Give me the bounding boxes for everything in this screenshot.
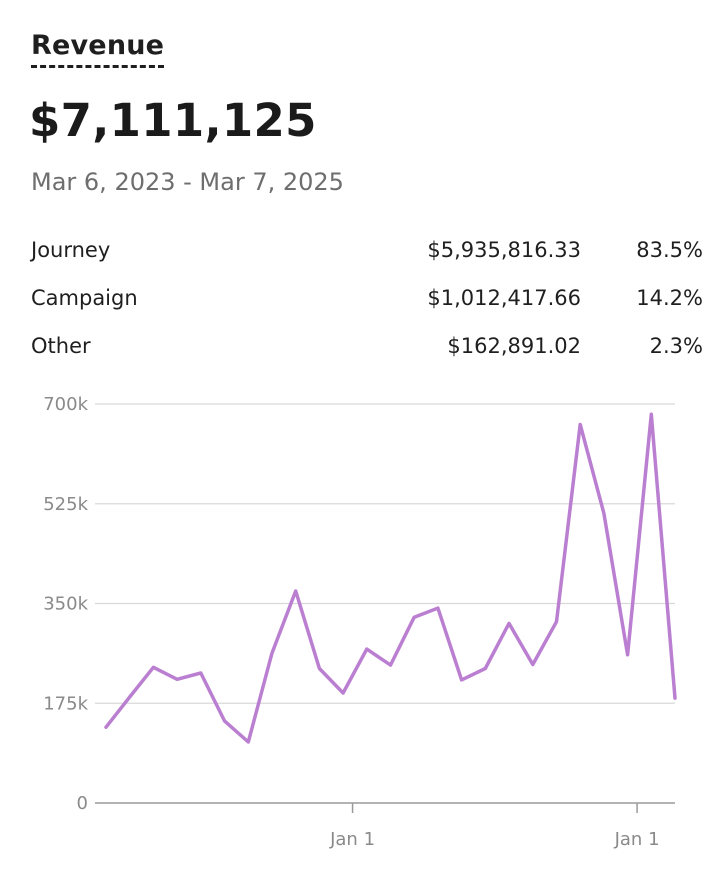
y-tick-label: 175k — [43, 693, 88, 714]
breakdown-name: Campaign — [31, 286, 138, 310]
breakdown-percent: 83.5% — [636, 238, 703, 262]
y-tick-label: 0 — [77, 793, 88, 814]
y-tick-label: 525k — [43, 494, 88, 515]
breakdown-amount: $5,935,816.33 — [427, 238, 581, 262]
breakdown-row-journey: Journey $5,935,816.33 83.5% — [31, 226, 703, 274]
breakdown-row-other: Other $162,891.02 2.3% — [31, 322, 703, 370]
x-tick-label: Jan 1 — [329, 829, 375, 850]
breakdown-name: Other — [31, 334, 91, 358]
breakdown-row-campaign: Campaign $1,012,417.66 14.2% — [31, 274, 703, 322]
revenue-breakdown: Journey $5,935,816.33 83.5% Campaign $1,… — [31, 226, 703, 370]
breakdown-percent: 14.2% — [636, 286, 703, 310]
revenue-series-line — [104, 412, 677, 744]
breakdown-amount: $162,891.02 — [447, 334, 581, 358]
y-tick-label: 700k — [43, 394, 88, 415]
breakdown-name: Journey — [31, 238, 111, 262]
revenue-line-chart: 0 175k 350k 525k 700k Jan 1 Jan 1 — [43, 394, 677, 850]
metric-title[interactable]: Revenue — [31, 30, 165, 68]
breakdown-percent: 2.3% — [649, 334, 703, 358]
breakdown-amount: $1,012,417.66 — [427, 286, 581, 310]
date-range: Mar 6, 2023 - Mar 7, 2025 — [31, 168, 344, 196]
revenue-total: $7,111,125 — [29, 94, 317, 147]
y-tick-label: 350k — [43, 594, 88, 615]
x-tick-label: Jan 1 — [614, 829, 660, 850]
